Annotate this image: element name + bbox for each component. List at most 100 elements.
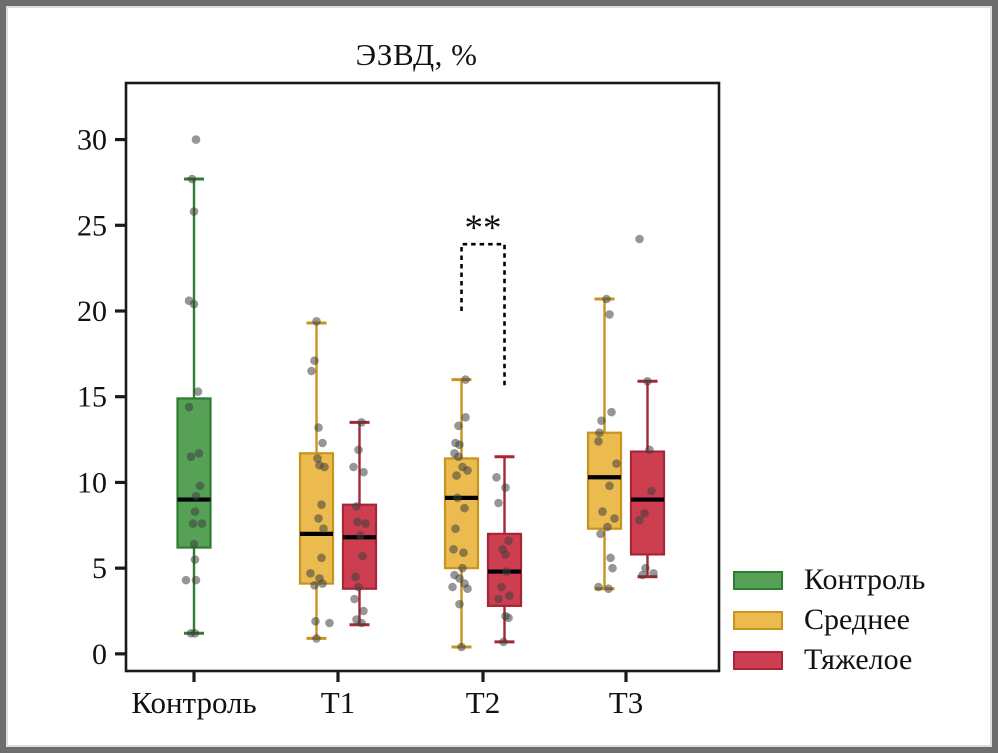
jitter-point [501,550,510,559]
jitter-point [454,421,463,431]
jitter-point [612,459,621,468]
jitter-point [320,462,329,472]
jitter-point [350,594,359,604]
jitter-point [307,366,316,376]
jitter-point [457,642,466,652]
jitter-point [603,522,612,532]
jitter-point [318,579,327,588]
jitter-point [605,481,614,491]
jitter-point [310,580,319,590]
jitter-point [353,517,362,527]
jitter-point [197,519,207,528]
jitter-point [306,568,315,578]
jitter-point [361,519,370,528]
jitter-point [191,135,201,144]
jitter-point [189,207,199,216]
legend-label: Тяжелое [804,643,913,676]
jitter-point [594,582,603,592]
jitter-point [606,553,615,563]
jitter-point [310,356,319,366]
jitter-point [317,500,326,510]
jitter-point [187,174,197,184]
legend-label: Контроль [804,563,926,596]
jitter-point [463,466,472,475]
jitter-point [604,584,613,594]
jitter-point [358,551,367,561]
jitter-point [351,572,360,582]
jitter-point [455,440,464,450]
jitter-point [595,428,604,438]
jitter-point [359,606,368,616]
jitter-point [502,567,511,576]
jitter-point [357,618,366,628]
jitter-point [451,524,460,534]
jitter-point [596,529,605,539]
y-tick-label: 15 [77,381,107,414]
jitter-point [318,438,327,448]
jitter-point [504,536,513,546]
jitter-point [492,472,501,482]
legend-swatch-0 [733,570,783,590]
jitter-point [312,316,321,326]
jitter-point [193,387,203,396]
y-tick-label: 10 [77,466,107,499]
y-tick-label: 30 [77,124,107,157]
jitter-point [449,544,458,554]
jitter-point [325,618,334,628]
x-category-label: Контроль [131,685,256,720]
jitter-point [638,570,647,580]
jitter-point [594,436,603,446]
jitter-point [349,462,358,472]
jitter-point [649,568,658,578]
jitter-point [597,416,606,426]
jitter-point [647,486,656,496]
jitter-point [645,445,654,455]
jitter-point [356,531,365,540]
jitter-point [598,507,607,516]
jitter-point [354,582,363,592]
significance-bracket [460,242,506,389]
jitter-point [499,637,508,647]
jitter-point [191,575,201,585]
y-tick-label: 20 [77,295,107,328]
jitter-point [602,294,611,304]
jitter-point [610,514,619,523]
jitter-point [452,471,461,480]
jitter-point [497,582,506,592]
boxplot-canvas: 30 25 20 15 10 5 0 Контроль Т1 Т2 Т3 ** [77,81,721,720]
legend: Контроль Среднее Тяжелое [733,560,925,680]
jitter-point [181,575,191,585]
y-tick-label: 25 [77,209,107,242]
jitter-point [359,467,368,477]
legend-swatch-1 [733,610,783,630]
jitter-point [494,498,503,508]
significance-label: ** [465,208,502,249]
jitter-point [311,616,320,626]
plot-panel [124,81,721,673]
jitter-point [505,591,514,600]
box-Т3-Тяжелое [629,450,666,556]
jitter-point [501,483,510,492]
legend-label: Среднее [804,603,910,636]
jitter-point [635,515,644,525]
jitter-point [448,582,457,592]
jitter-point [635,234,644,244]
jitter-point [494,594,503,604]
jitter-point [455,599,464,609]
y-tick-label: 0 [92,638,107,671]
legend-row: Тяжелое [733,640,925,680]
x-category-label: Т3 [609,685,643,720]
legend-row: Контроль [733,560,925,600]
jitter-point [352,502,361,511]
jitter-point [459,548,468,558]
jitter-point [453,493,462,503]
jitter-point [186,452,196,462]
jitter-point [189,299,199,309]
jitter-point [314,423,323,432]
jitter-point [458,563,467,573]
jitter-point [314,514,323,523]
jitter-point [194,448,204,458]
jitter-point [184,402,194,412]
chart-title: ЭЗВД, % [355,37,478,72]
